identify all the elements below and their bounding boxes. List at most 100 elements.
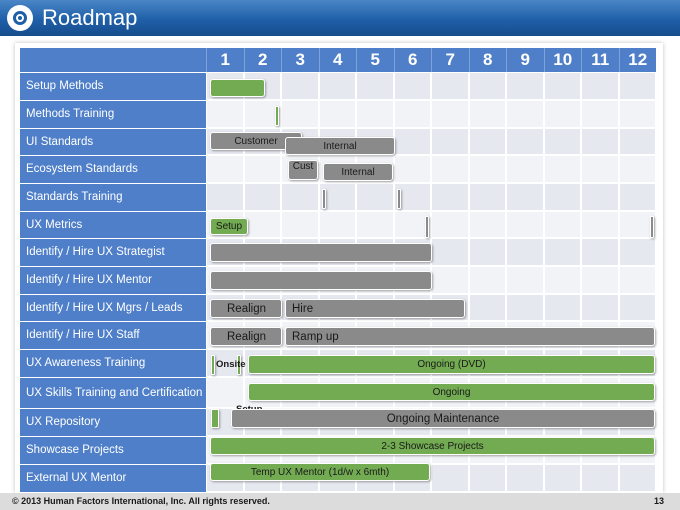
row-label: UX Awareness Training (20, 349, 206, 377)
ui-standards-internal-bar: Internal (285, 137, 395, 155)
grid-cell (543, 128, 581, 155)
grid-cell (468, 464, 506, 492)
column-header-4: 4 (318, 48, 356, 72)
grid-cell (431, 266, 469, 294)
grid-cell (506, 183, 544, 211)
grid-cell (543, 464, 581, 492)
grid-cell (206, 377, 244, 408)
title-bar: Roadmap (0, 0, 680, 36)
grid-cell (356, 183, 394, 211)
page-title: Roadmap (42, 5, 138, 30)
row-label: Setup Methods (20, 72, 206, 100)
ux-metrics-milestone-1 (425, 216, 429, 238)
row-label: Identify / Hire UX Mentor (20, 266, 206, 294)
row-label: Identify / Hire UX Mgrs / Leads (20, 294, 206, 321)
repository-ongoing-maintenance-bar: Ongoing Maintenance (231, 409, 655, 428)
grid-cell (356, 211, 394, 238)
grid-cell (618, 238, 656, 266)
grid-cell (318, 72, 356, 100)
column-header-9: 9 (506, 48, 544, 72)
grid-cell (581, 464, 619, 492)
mgrs-realign-bar: Realign (210, 299, 282, 318)
grid-cell (318, 211, 356, 238)
standards-training-milestone-2 (397, 189, 401, 209)
grid-cell (468, 183, 506, 211)
awareness-ongoing-dvd-bar: Ongoing (DVD) (248, 355, 655, 374)
grid-cell (581, 100, 619, 128)
row-label: External UX Mentor (20, 464, 206, 492)
repository-setup-milestone (211, 409, 219, 428)
grid-cell (506, 100, 544, 128)
column-header-8: 8 (468, 48, 506, 72)
grid-cell (393, 72, 431, 100)
grid-cell (543, 238, 581, 266)
grid-cell (543, 266, 581, 294)
column-header-11: 11 (581, 48, 619, 72)
grid-cell (618, 211, 656, 238)
grid-cell (431, 155, 469, 183)
page-number: 13 (653, 496, 664, 506)
grid-cell (618, 294, 656, 321)
grid-cell (506, 128, 544, 155)
grid-cell (506, 294, 544, 321)
grid-cell (393, 155, 431, 183)
grid-cell (543, 72, 581, 100)
grid-cell (468, 294, 506, 321)
staff-ramp-up-bar: Ramp up (285, 327, 655, 346)
grid-cell (206, 155, 244, 183)
grid-cell (243, 183, 281, 211)
temp-ux-mentor-bar: Temp UX Mentor (1d/w x 6mth) (210, 463, 430, 481)
showcase-projects-bar: 2-3 Showcase Projects (210, 437, 655, 455)
grid-cell (618, 100, 656, 128)
footer-bar: © 2013 Human Factors International, Inc.… (0, 493, 680, 510)
grid-cell (318, 100, 356, 128)
grid-cell (618, 155, 656, 183)
grid-cell (618, 72, 656, 100)
grid-cell (281, 100, 319, 128)
grid-cell (506, 266, 544, 294)
grid-cell (581, 266, 619, 294)
onsite-label: Onsite (216, 359, 246, 370)
grid-cell (281, 211, 319, 238)
grid-cell (281, 183, 319, 211)
eye-logo-icon (7, 5, 33, 31)
grid-cell (431, 100, 469, 128)
grid-cell (581, 128, 619, 155)
column-header-3: 3 (281, 48, 319, 72)
grid-cell (431, 72, 469, 100)
grid-cell (543, 294, 581, 321)
grid-cell (506, 464, 544, 492)
grid-cell (468, 266, 506, 294)
grid-cell (543, 155, 581, 183)
grid-cell (506, 211, 544, 238)
column-header-2: 2 (243, 48, 281, 72)
grid-cell (393, 128, 431, 155)
methods-training-milestone (275, 106, 279, 126)
grid-cell (506, 72, 544, 100)
grid-cell (581, 211, 619, 238)
grid-cell (393, 100, 431, 128)
grid-cell (431, 128, 469, 155)
column-header-5: 5 (356, 48, 394, 72)
grid-cell (468, 128, 506, 155)
grid-cell (581, 72, 619, 100)
setup-methods-bar (210, 79, 265, 97)
grid-cell (431, 238, 469, 266)
grid-cell (618, 183, 656, 211)
grid-cell (581, 183, 619, 211)
grid-cell (468, 155, 506, 183)
grid-cell (581, 238, 619, 266)
grid-cell (468, 100, 506, 128)
row-label: UX Skills Training and Certification (20, 377, 206, 408)
row-label: Showcase Projects (20, 436, 206, 464)
grid-cell (243, 100, 281, 128)
row-label: UI Standards (20, 128, 206, 155)
grid-cell (506, 155, 544, 183)
grid-cell (618, 464, 656, 492)
row-label: Identify / Hire UX Staff (20, 321, 206, 349)
ux-metrics-milestone-2 (650, 216, 654, 238)
copyright-text: © 2013 Human Factors International, Inc.… (12, 496, 270, 506)
awareness-onsite-milestone-2 (237, 355, 241, 375)
ux-strategist-bar (210, 243, 432, 262)
grid-cell (393, 211, 431, 238)
